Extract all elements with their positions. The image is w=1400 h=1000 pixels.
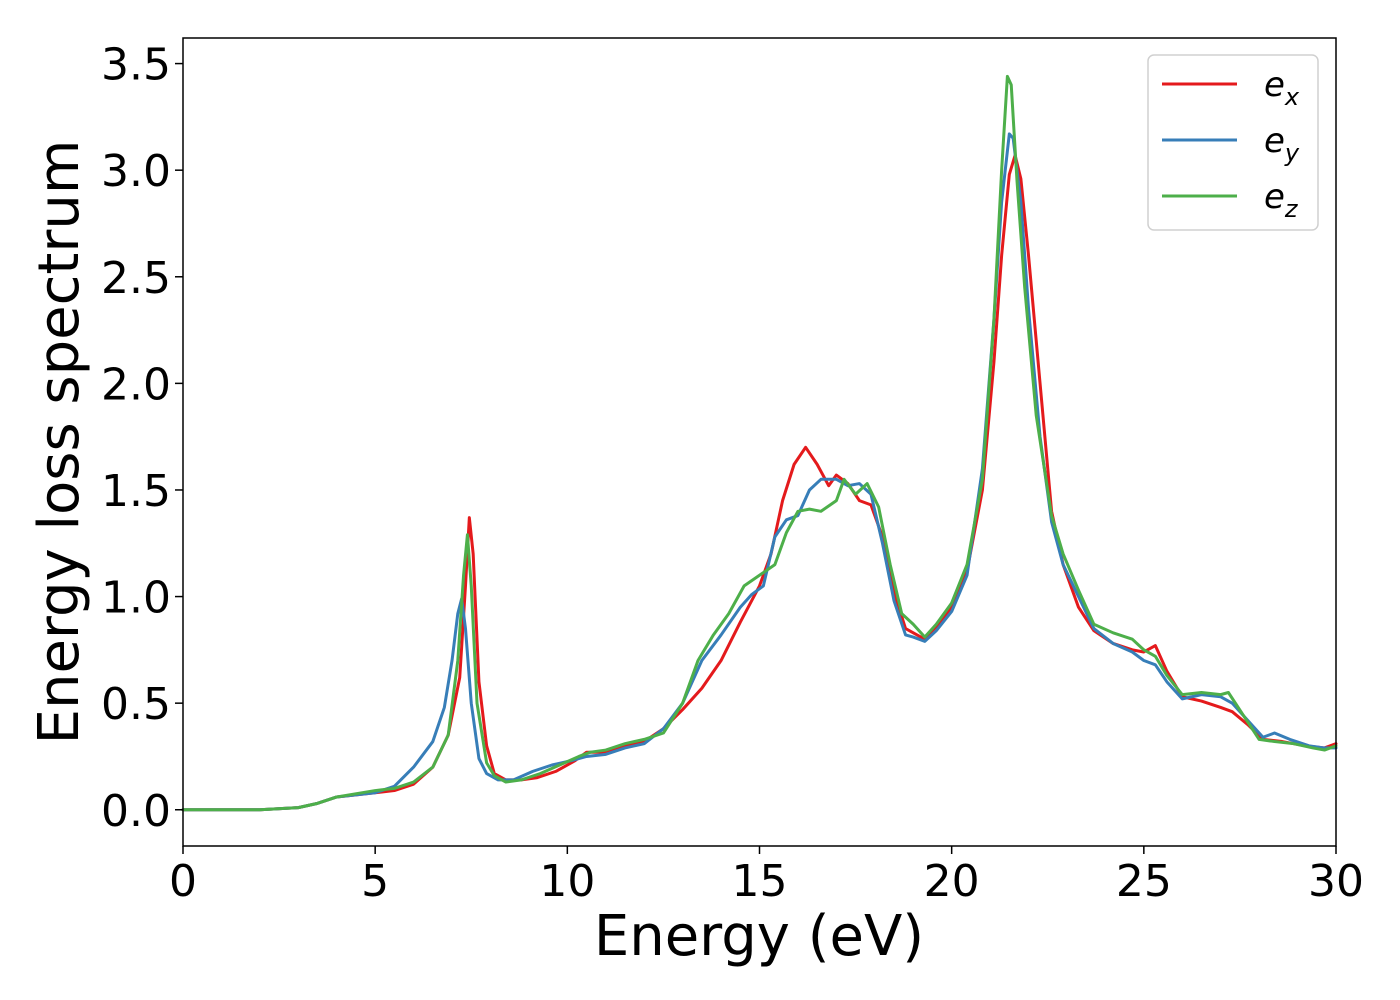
lines-layer: [181, 74, 1338, 812]
y-tick-label: 3.0: [101, 146, 171, 197]
x-axis-ticks: 0 5 10 15 20 25 30: [169, 846, 1364, 907]
y-tick-label: 2.5: [101, 253, 171, 304]
y-axis-label: Energy loss spectrum: [27, 140, 92, 745]
y-tick-label: 0.5: [101, 679, 171, 730]
y-tick-label: 1.0: [101, 573, 171, 624]
x-tick-label: 10: [539, 856, 595, 907]
y-axis-ticks: 0.0 0.5 1.0 1.5 2.0 2.5 3.0 3.5: [101, 40, 183, 837]
x-tick-label: 20: [924, 856, 980, 907]
x-tick-label: 30: [1308, 856, 1364, 907]
legend-frame: [1147, 54, 1319, 231]
series-line-ey: [181, 132, 1338, 812]
y-tick-label: 1.5: [101, 466, 171, 517]
series-line-ez: [181, 74, 1338, 812]
x-tick-label: 25: [1116, 856, 1172, 907]
x-axis-label: Energy (eV): [594, 904, 924, 969]
y-tick-label: 0.0: [101, 786, 171, 837]
x-tick-label: 0: [169, 856, 197, 907]
y-tick-label: 3.5: [101, 40, 171, 91]
x-tick-label: 5: [361, 856, 389, 907]
series-line-ex: [181, 153, 1338, 812]
y-tick-label: 2.0: [101, 359, 171, 410]
x-tick-label: 15: [732, 856, 788, 907]
